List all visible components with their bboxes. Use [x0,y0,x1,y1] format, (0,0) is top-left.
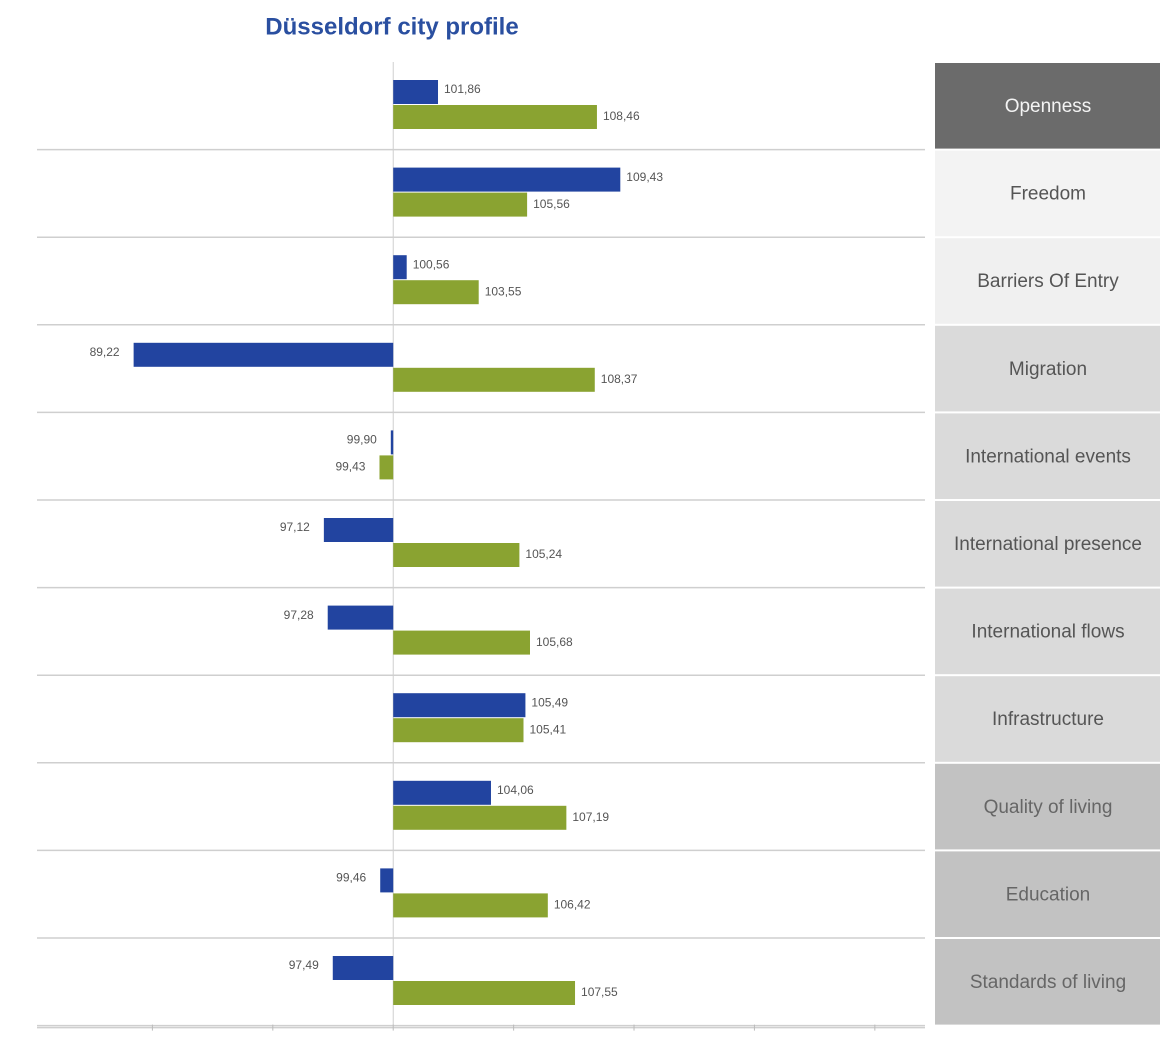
category-label: Infrastructure [992,709,1104,730]
value-label: 103,55 [485,284,522,298]
category-label: Standards of living [970,972,1126,993]
value-label: 105,24 [525,547,562,561]
category-box [935,676,1160,762]
category-box [935,939,1160,1025]
value-label: 105,49 [531,695,568,709]
category-label: International presence [954,534,1142,555]
bar [393,543,520,567]
category-label: Freedom [1010,184,1086,205]
bar [379,455,394,480]
value-label: 99,90 [347,433,377,447]
category-label: International flows [971,622,1124,643]
value-label: 107,19 [572,810,609,824]
category-label: Migration [1009,359,1087,380]
value-label: 105,41 [529,722,566,736]
value-label: 108,37 [601,372,638,386]
category-label: Barriers Of Entry [977,271,1119,292]
value-label: 97,49 [289,958,319,972]
category-box [935,325,1160,412]
bar [393,805,567,830]
category-box [935,763,1160,850]
category-box [935,238,1160,324]
bar [332,956,394,980]
bar [393,893,548,918]
bar [393,367,595,392]
value-label: 108,46 [603,109,640,123]
category-box [935,588,1160,675]
category-label: International events [965,446,1131,467]
category-box [935,150,1160,237]
bar [393,780,491,805]
value-label: 99,46 [336,871,366,885]
bar [390,430,394,455]
bar [393,718,524,743]
bar [393,167,621,192]
bar [393,693,526,718]
value-label: 89,22 [90,345,120,359]
value-label: 101,86 [444,82,481,96]
category-label: Openness [1005,96,1092,117]
bar [393,80,439,104]
bar [323,518,394,542]
value-label: 106,42 [554,898,591,912]
category-box [935,851,1160,937]
value-label: 100,56 [413,257,450,271]
bar [393,192,528,217]
bar [133,342,394,367]
category-box [935,63,1160,149]
category-label: Education [1006,884,1091,905]
value-label: 105,68 [536,635,573,649]
bar [393,630,530,655]
value-label: 105,56 [533,197,570,211]
bar [327,605,394,630]
value-label: 104,06 [497,783,534,797]
value-label: 107,55 [581,985,618,999]
bar [393,255,407,280]
bar [393,105,597,129]
bar [380,868,394,893]
value-label: 109,43 [626,170,663,184]
category-box [935,501,1160,587]
bar [393,280,479,305]
value-label: 97,28 [284,608,314,622]
value-label: 99,43 [335,460,365,474]
bar [393,981,576,1005]
category-label: Quality of living [984,797,1113,818]
chart-title: Düsseldorf city profile [265,13,518,40]
value-label: 97,12 [280,520,310,534]
category-box [935,413,1160,499]
